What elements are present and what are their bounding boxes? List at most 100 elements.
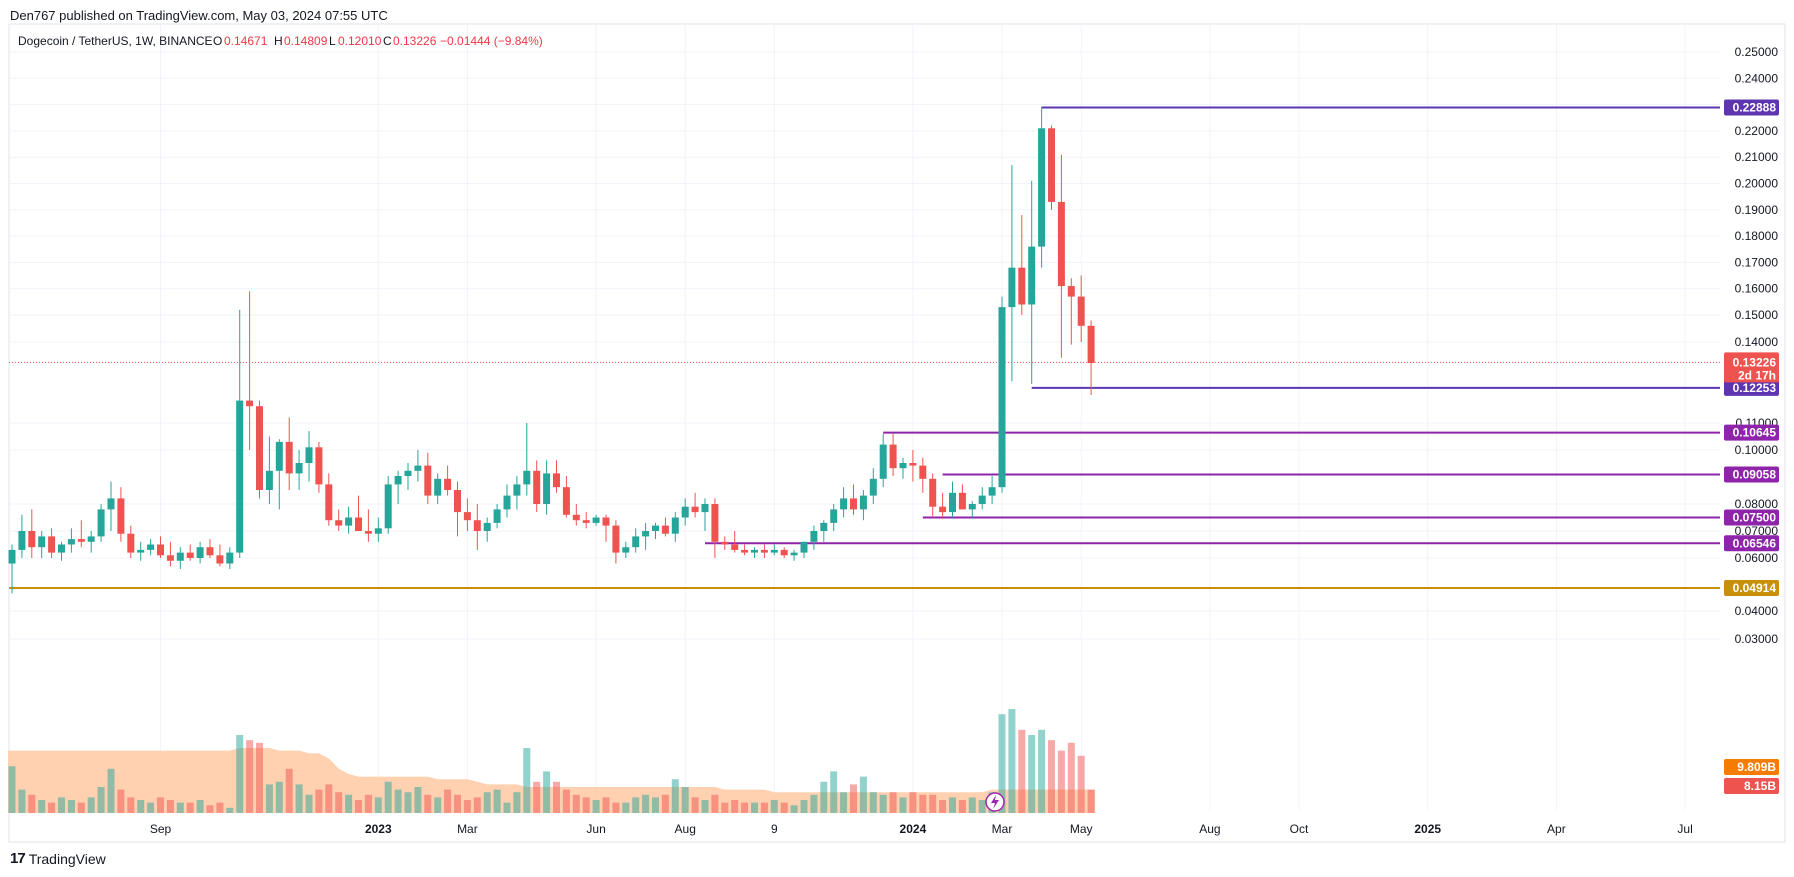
candle-body xyxy=(157,544,164,556)
candle-body xyxy=(473,520,481,531)
volume-bar xyxy=(186,802,194,813)
volume-bar xyxy=(939,800,947,813)
candle-body xyxy=(671,517,679,534)
candle-body xyxy=(869,478,877,496)
volume-bar xyxy=(137,800,145,813)
price-tick-label: 0.07000 xyxy=(1735,524,1779,538)
volume-bar xyxy=(751,802,758,813)
volume-bar xyxy=(889,792,897,813)
candle-body xyxy=(335,520,343,526)
candle-body xyxy=(28,531,36,548)
volume-bar xyxy=(157,797,164,813)
volume-bar xyxy=(859,776,867,813)
price-tick-label: 0.18000 xyxy=(1735,229,1779,243)
volume-bar xyxy=(741,802,749,813)
price-tick-label: 0.20000 xyxy=(1735,177,1779,191)
volume-bar xyxy=(454,794,461,813)
volume-bar xyxy=(493,789,501,813)
candle-body xyxy=(652,525,659,531)
volume-bar xyxy=(176,802,184,813)
candle-body xyxy=(889,444,897,469)
candle-body xyxy=(810,531,818,542)
volume-bar xyxy=(315,789,323,813)
candle-body xyxy=(840,498,848,510)
candle-body xyxy=(374,528,382,534)
footer-brand[interactable]: 17 TradingView xyxy=(10,850,106,867)
candle-body xyxy=(1087,325,1095,364)
candle-body xyxy=(701,504,709,513)
volume-bar xyxy=(879,794,887,813)
candle-body xyxy=(107,498,115,510)
candle-body xyxy=(434,478,442,496)
volume-bar xyxy=(1087,789,1095,813)
volume-bar xyxy=(246,740,254,813)
candle-body xyxy=(1038,128,1046,247)
volume-bar xyxy=(256,742,263,813)
volume-bar xyxy=(681,787,689,813)
publisher-header: Den767 published on TradingView.com, May… xyxy=(10,8,388,23)
volume-bar xyxy=(513,792,521,813)
volume-bar xyxy=(384,781,392,813)
level-tag-bg xyxy=(1724,99,1779,116)
time-tick-label: Mar xyxy=(992,822,1013,836)
price-axis[interactable]: 0.250000.240000.230000.220000.210000.200… xyxy=(1735,45,1779,646)
level-tag-bg xyxy=(1724,424,1779,441)
tradingview-logo-icon: 17 xyxy=(10,850,26,867)
candle-body xyxy=(493,509,501,523)
volume-bars xyxy=(8,709,1096,813)
volume-bar xyxy=(355,800,362,813)
candle-body xyxy=(909,463,917,466)
time-tick-label: Sep xyxy=(150,822,172,836)
volume-bar xyxy=(364,794,372,813)
candle-body xyxy=(553,473,560,488)
candle-body xyxy=(770,549,778,553)
volume-bar xyxy=(543,771,551,813)
candle-body xyxy=(1028,246,1036,305)
level-tag: 0.09058 xyxy=(1733,467,1777,481)
candle-body xyxy=(642,531,650,537)
countdown-tag: 2d 17h xyxy=(1738,368,1776,382)
candle-body xyxy=(949,492,956,513)
volume-bar xyxy=(48,802,56,813)
volume-current-tag: 8.15B xyxy=(1744,779,1776,793)
candle-body xyxy=(1018,267,1026,305)
candle-body xyxy=(325,484,333,521)
volume-bar xyxy=(216,802,224,813)
candle-body xyxy=(939,506,947,513)
lightning-icon[interactable] xyxy=(985,792,1005,812)
volume-bar xyxy=(196,800,204,813)
volume-bar xyxy=(483,792,491,813)
candle-body xyxy=(226,552,234,564)
candle-body xyxy=(780,549,788,556)
candle-body xyxy=(850,498,857,510)
volume-current-tag-bg xyxy=(1724,778,1779,794)
last-price-tag-bg xyxy=(1724,352,1779,383)
time-tick-label: 2025 xyxy=(1414,822,1441,836)
volume-bar xyxy=(1048,740,1055,813)
candle-body xyxy=(295,463,303,474)
time-axis[interactable]: Sep 2023 Mar Jun Aug 9 2024 Mar May Aug Oct 2025 Apr… xyxy=(150,822,1693,836)
volume-bar xyxy=(820,781,828,813)
level-tag-bg xyxy=(1724,535,1779,552)
price-tick-label: 0.10000 xyxy=(1735,443,1779,457)
legend-open-value: 0.14671 xyxy=(224,34,268,48)
candle-body xyxy=(315,447,323,485)
candle-body xyxy=(256,406,263,490)
level-tag: 0.12253 xyxy=(1733,381,1777,395)
volume-bar xyxy=(899,797,907,813)
grid xyxy=(9,24,1720,810)
volume-bar xyxy=(1038,729,1046,813)
volume-bar xyxy=(1057,750,1065,813)
volume-bar xyxy=(58,797,65,813)
candle-body xyxy=(661,525,669,534)
volume-bar xyxy=(434,797,442,813)
volume-bar xyxy=(147,802,155,813)
candle-body xyxy=(562,487,570,515)
time-tick-label: Jun xyxy=(586,822,605,836)
legend-symbol: Dogecoin / TetherUS, 1W, BINANCE xyxy=(18,34,213,48)
time-tick-label: 2024 xyxy=(900,822,927,836)
volume-bar xyxy=(206,805,214,813)
candle-body xyxy=(1008,267,1016,308)
volume-bar xyxy=(840,792,848,813)
